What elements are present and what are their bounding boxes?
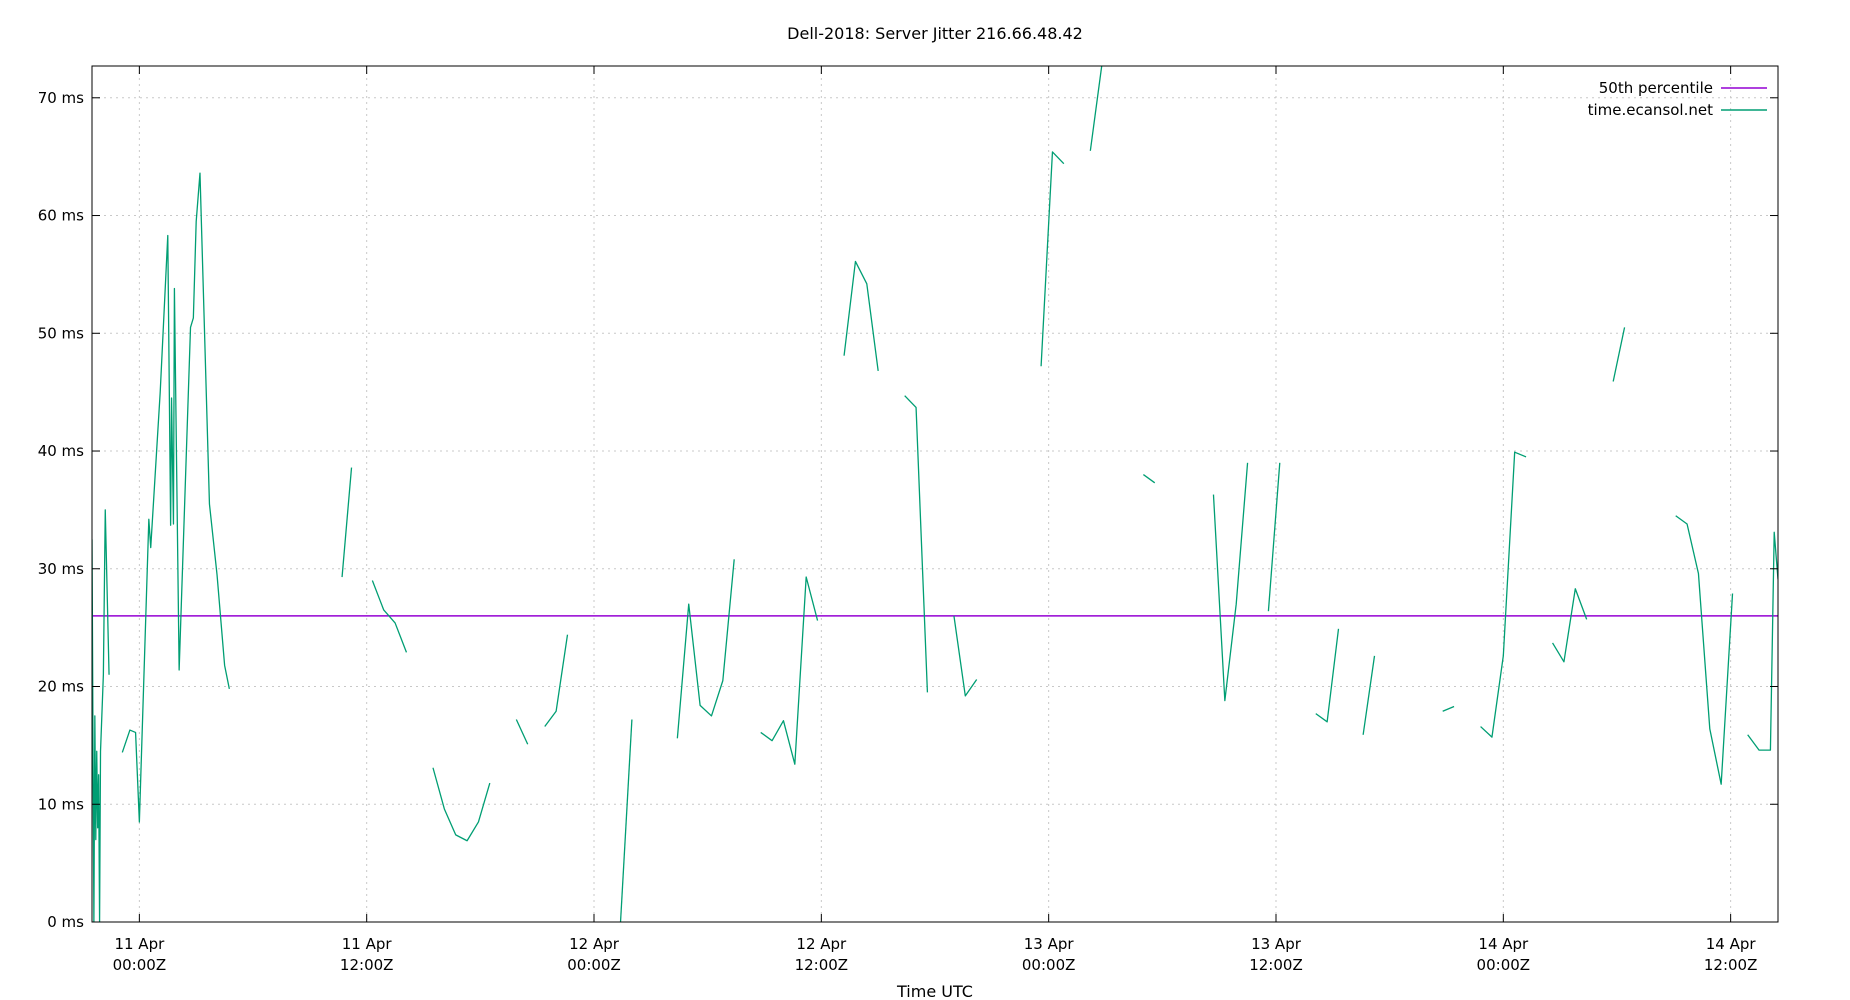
series-line-segment xyxy=(544,634,569,727)
y-tick-label: 70 ms xyxy=(38,89,84,107)
series-line-segment xyxy=(1612,327,1626,382)
legend-label: time.ecansol.net xyxy=(1588,101,1713,119)
x-tick-label-date: 13 Apr xyxy=(1251,935,1302,953)
plot-frame xyxy=(91,65,1779,923)
series-line-segment xyxy=(341,467,353,578)
series-line-segment xyxy=(432,767,491,842)
y-tick-label: 0 ms xyxy=(47,913,84,931)
y-tick-label: 30 ms xyxy=(38,560,84,578)
series-line-segment xyxy=(1040,151,1065,367)
series-line-segment xyxy=(1315,628,1340,723)
x-tick-label-time: 12:00Z xyxy=(795,956,849,974)
series-line-segment xyxy=(953,615,978,697)
grid xyxy=(92,66,1778,922)
x-tick-label-time: 12:00Z xyxy=(1704,956,1758,974)
series-line-segment xyxy=(1142,474,1156,484)
x-tick-label-time: 00:00Z xyxy=(113,956,167,974)
series-line-segment xyxy=(843,260,879,372)
y-tick-label: 50 ms xyxy=(38,324,84,342)
x-tick-label-date: 11 Apr xyxy=(342,935,393,953)
series-layer xyxy=(92,66,1778,922)
x-tick-label-time: 12:00Z xyxy=(340,956,394,974)
axis-ticks: 0 ms 10 ms 20 ms 30 ms 40 ms 50 ms 60 ms 70 ms 1… xyxy=(38,66,1778,974)
series-line-segment xyxy=(676,559,735,739)
series-line-segment xyxy=(515,719,529,745)
series-line-segment xyxy=(1362,655,1376,735)
legend-label: 50th percentile xyxy=(1599,79,1713,97)
series-line-segment xyxy=(1442,705,1455,712)
series-line-segment xyxy=(1552,588,1588,663)
series-line-segment xyxy=(121,172,230,823)
x-tick-label-date: 14 Apr xyxy=(1706,935,1757,953)
series-line-segment xyxy=(619,719,633,922)
y-tick-label: 60 ms xyxy=(38,207,84,225)
x-tick-label-time: 00:00Z xyxy=(1477,956,1531,974)
y-tick-label: 40 ms xyxy=(38,442,84,460)
series-line-segment xyxy=(904,395,929,693)
x-tick-label-date: 14 Apr xyxy=(1478,935,1529,953)
series-line-segment xyxy=(1267,462,1281,612)
series-line-segment xyxy=(1675,515,1734,785)
series-1 xyxy=(92,66,1778,922)
x-axis-label: Time UTC xyxy=(896,982,973,1000)
x-tick-label-time: 12:00Z xyxy=(1249,956,1303,974)
series-line-segment xyxy=(1480,451,1527,738)
y-tick-label: 10 ms xyxy=(38,795,84,813)
series-line-segment xyxy=(1212,462,1249,702)
series-line-segment xyxy=(1747,531,1778,751)
legend: 50th percentile time.ecansol.net xyxy=(1588,79,1767,119)
series-line-segment xyxy=(92,509,110,922)
chart-title: Dell-2018: Server Jitter 216.66.48.42 xyxy=(787,24,1083,43)
y-tick-label: 20 ms xyxy=(38,678,84,696)
x-tick-label-date: 12 Apr xyxy=(796,935,847,953)
x-tick-label-time: 00:00Z xyxy=(1022,956,1076,974)
x-tick-label-date: 13 Apr xyxy=(1024,935,1075,953)
series-line-segment xyxy=(371,580,408,653)
series-line-segment xyxy=(760,576,819,765)
x-tick-label-time: 00:00Z xyxy=(567,956,621,974)
series-line-segment xyxy=(1089,66,1103,151)
x-tick-label-date: 11 Apr xyxy=(114,935,165,953)
x-tick-label-date: 12 Apr xyxy=(569,935,620,953)
